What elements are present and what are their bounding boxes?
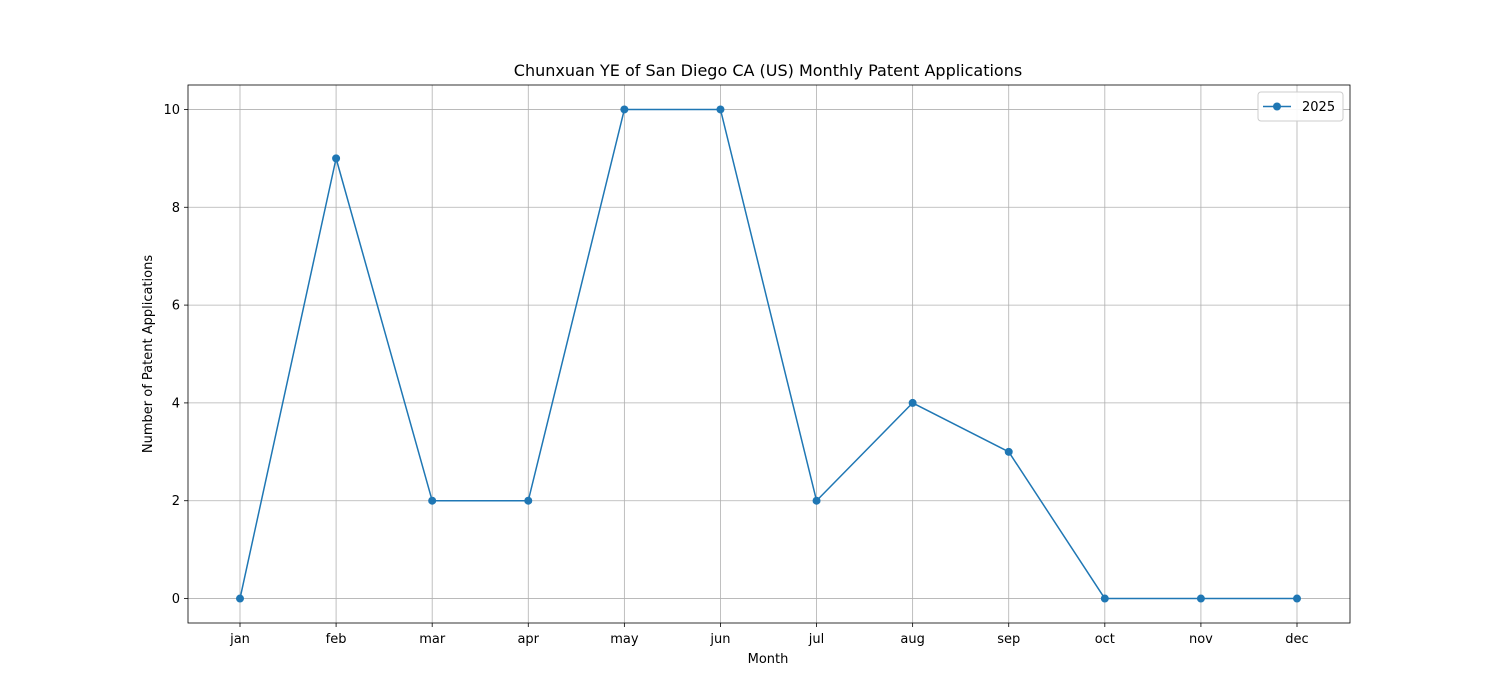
- x-tick-label: aug: [900, 632, 924, 647]
- data-point: [813, 497, 821, 505]
- x-tick-label: dec: [1285, 632, 1308, 647]
- data-point: [1293, 595, 1301, 603]
- x-tick-label: oct: [1095, 632, 1115, 647]
- x-tick-label: sep: [997, 632, 1020, 647]
- series-layer: [236, 105, 1301, 602]
- data-point: [332, 154, 340, 162]
- series-line-2025: [240, 109, 1297, 598]
- legend-marker: [1273, 103, 1281, 111]
- axes: [184, 85, 1350, 627]
- data-point: [620, 105, 628, 113]
- x-tick-label: jul: [808, 632, 824, 647]
- legend-label: 2025: [1302, 100, 1335, 115]
- data-point: [524, 497, 532, 505]
- x-tick-label: mar: [419, 632, 446, 647]
- data-point: [1005, 448, 1013, 456]
- tick-labels: jan feb mar apr may jun jul aug sep oct nov dec 0 2 4 6…: [163, 103, 1308, 647]
- y-tick-label: 10: [163, 103, 180, 118]
- data-point: [716, 105, 724, 113]
- x-tick-label: jun: [709, 632, 730, 647]
- data-point: [909, 399, 917, 407]
- data-point: [1101, 595, 1109, 603]
- y-tick-label: 4: [172, 396, 180, 411]
- data-point: [236, 595, 244, 603]
- data-point: [1197, 595, 1205, 603]
- y-axis-label: Number of Patent Applications: [141, 255, 156, 453]
- plot-frame: [188, 85, 1350, 623]
- y-tick-label: 0: [172, 592, 180, 607]
- x-axis-label: Month: [748, 652, 789, 667]
- chart-title: Chunxuan YE of San Diego CA (US) Monthly…: [514, 61, 1022, 80]
- x-tick-label: may: [610, 632, 639, 647]
- x-tick-label: nov: [1189, 632, 1213, 647]
- grid-lines: [188, 85, 1350, 623]
- x-tick-label: jan: [229, 632, 250, 647]
- x-tick-label: apr: [517, 632, 539, 647]
- y-tick-label: 2: [172, 494, 180, 509]
- x-tick-label: feb: [326, 632, 347, 647]
- y-tick-label: 6: [172, 299, 180, 314]
- data-point: [428, 497, 436, 505]
- y-tick-label: 8: [172, 201, 180, 216]
- legend: 2025: [1258, 92, 1343, 121]
